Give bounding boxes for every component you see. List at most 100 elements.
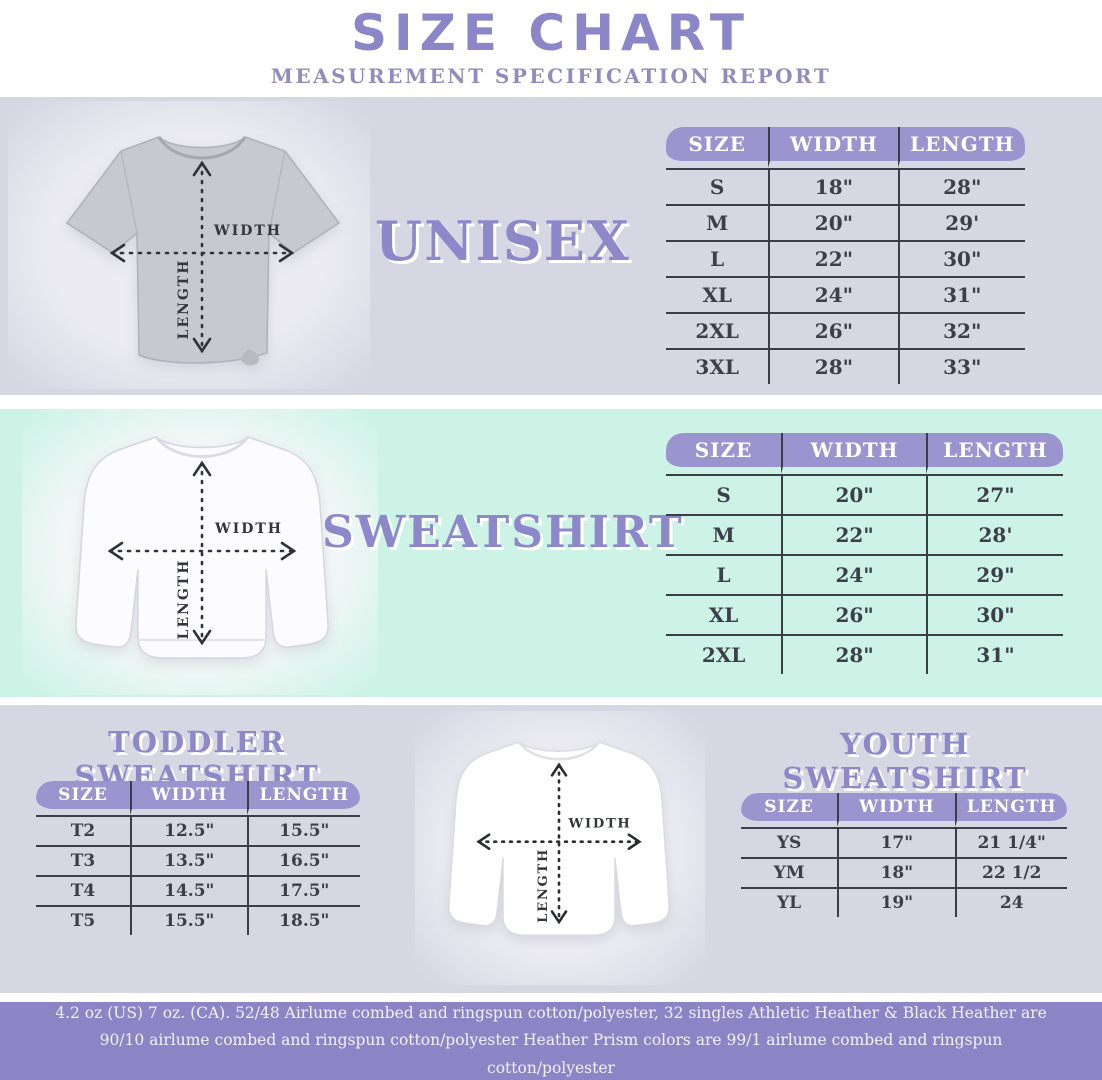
table-row: T2 12.5" 15.5" (36, 815, 360, 845)
table-row: M 22" 28' (666, 514, 1063, 554)
table-row: 2XL 28" 31" (666, 634, 1063, 674)
table-cell: 20" (768, 204, 898, 240)
table-cell: 22" (768, 240, 898, 276)
table-cell: YS (741, 827, 838, 857)
col-header-length: LENGTH (246, 781, 360, 815)
arrowhead-up (192, 460, 212, 477)
tshirt-knot (240, 349, 259, 366)
arrowhead-right (278, 243, 295, 263)
table-row: T4 14.5" 17.5" (36, 875, 360, 905)
table-cell: 18.5" (246, 905, 360, 935)
table-row: T5 15.5" 18.5" (36, 905, 360, 935)
table-cell: 30" (926, 594, 1063, 634)
width-label: WIDTH (213, 223, 282, 239)
table-cell: 20" (781, 474, 927, 514)
table-cell: 24" (781, 554, 927, 594)
table-row: S 18" 28" (666, 168, 1025, 204)
table-cell: 29' (897, 204, 1025, 240)
table-cell: M (666, 514, 782, 554)
toddler-size-table: SIZE WIDTH LENGTH T2 12.5" 15.5" T3 13.5" 16.… (36, 781, 360, 935)
col-header-size: SIZE (666, 433, 782, 474)
page-subtitle: MEASUREMENT SPECIFICATION REPORT (270, 64, 832, 88)
unisex-size-table: SIZE WIDTH LENGTH S 18" 28" M 20" 29' L 22" 30" X… (666, 127, 1025, 384)
sweatshirt-size-table: SIZE WIDTH LENGTH S 20" 27" M 22" 28' L 24" 29" X… (666, 433, 1063, 674)
col-header-width: WIDTH (768, 127, 898, 168)
sweatshirt-neckline (154, 436, 250, 458)
section-sweatshirt: WIDTH LENGTH SWEATSHIRT SIZE WIDTH LENGT… (0, 409, 1102, 697)
table-header-row: SIZE WIDTH LENGTH (666, 127, 1025, 168)
table-body: T2 12.5" 15.5" T3 13.5" 16.5" T4 14.5" 17.5" T5 15… (36, 815, 360, 935)
table-header-row: SIZE WIDTH LENGTH (666, 433, 1063, 474)
sweatshirt-shape (75, 436, 329, 659)
table-row: YM 18" 22 1/2 (741, 857, 1067, 887)
table-row: L 22" 30" (666, 240, 1025, 276)
table-cell: T5 (36, 905, 130, 935)
tshirt-diagram: WIDTH LENGTH (65, 136, 341, 366)
table-row: T3 13.5" 16.5" (36, 845, 360, 875)
fabric-info-text: 4.2 oz (US) 7 oz. (CA). 52/48 Airlume co… (55, 1004, 1047, 1077)
width-label: WIDTH (568, 817, 632, 832)
table-row: M 20" 29' (666, 204, 1025, 240)
table-cell: L (666, 240, 769, 276)
arrowhead-down (192, 337, 212, 354)
table-header-row: SIZE WIDTH LENGTH (36, 781, 360, 815)
table-cell: 16.5" (246, 845, 360, 875)
unisex-heading: UNISEX (375, 209, 631, 273)
col-header-size: SIZE (741, 793, 838, 827)
table-cell: YM (741, 857, 838, 887)
table-row: XL 24" 31" (666, 276, 1025, 312)
table-cell: 28" (781, 634, 927, 674)
sweatshirt-neckline (517, 741, 601, 761)
arrowhead-down (192, 629, 212, 646)
header: SIZE CHART MEASUREMENT SPECIFICATION REP… (0, 0, 1102, 97)
width-label: WIDTH (214, 521, 283, 537)
arrowhead-left (109, 243, 126, 263)
table-cell: 17" (837, 827, 955, 857)
table-row: YL 19" 24 (741, 887, 1067, 917)
arrowhead-left (107, 541, 124, 561)
tshirt-neckline (157, 136, 247, 160)
table-cell: 22 1/2 (954, 857, 1067, 887)
arrowhead-right (280, 541, 297, 561)
table-cell: 18" (768, 168, 898, 204)
arrowhead-left (476, 833, 491, 850)
table-cell: 12.5" (129, 815, 247, 845)
youth-sweatshirt-diagram: WIDTH LENGTH (448, 741, 670, 936)
length-label: LENGTH (176, 259, 192, 340)
table-cell: 13.5" (129, 845, 247, 875)
arrowhead-up (192, 160, 212, 177)
table-cell: S (666, 168, 769, 204)
youth-size-table: SIZE WIDTH LENGTH YS 17" 21 1/4" YM 18" 22 1/… (741, 793, 1067, 917)
table-cell: 28" (768, 348, 898, 384)
table-cell: 27" (926, 474, 1063, 514)
table-cell: XL (666, 594, 782, 634)
table-cell: 15.5" (246, 815, 360, 845)
table-row: XL 26" 30" (666, 594, 1063, 634)
table-cell: 29" (926, 554, 1063, 594)
sweatshirt-shape (448, 741, 670, 936)
table-header-row: SIZE WIDTH LENGTH (741, 793, 1067, 827)
length-label: LENGTH (176, 559, 192, 640)
table-cell: XL (666, 276, 769, 312)
tshirt-sleeve-seams (120, 150, 286, 234)
col-header-length: LENGTH (954, 793, 1067, 827)
footer: 4.2 oz (US) 7 oz. (CA). 52/48 Airlume co… (0, 1002, 1102, 1080)
section-toddler-youth: TODDLER SWEATSHIRT SIZE WIDTH LENGTH T2 1… (0, 705, 1102, 993)
table-cell: 21 1/4" (954, 827, 1067, 857)
measurement-cross (476, 762, 642, 925)
table-cell: 15.5" (129, 905, 247, 935)
table-body: S 18" 28" M 20" 29' L 22" 30" XL 24" 31" 2XL 26" 32" 3X… (666, 168, 1025, 384)
col-header-size: SIZE (36, 781, 130, 815)
table-cell: 28' (926, 514, 1063, 554)
table-cell: 26" (781, 594, 927, 634)
measurement-cross (107, 460, 297, 646)
length-label: LENGTH (536, 848, 551, 923)
table-cell: T3 (36, 845, 130, 875)
sweatshirt-heading: SWEATSHIRT (322, 507, 684, 558)
table-cell: 30" (897, 240, 1025, 276)
youth-heading: YOUTH SWEATSHIRT (782, 727, 1028, 795)
table-row: 2XL 26" 32" (666, 312, 1025, 348)
table-cell: 31" (897, 276, 1025, 312)
table-cell: 14.5" (129, 875, 247, 905)
